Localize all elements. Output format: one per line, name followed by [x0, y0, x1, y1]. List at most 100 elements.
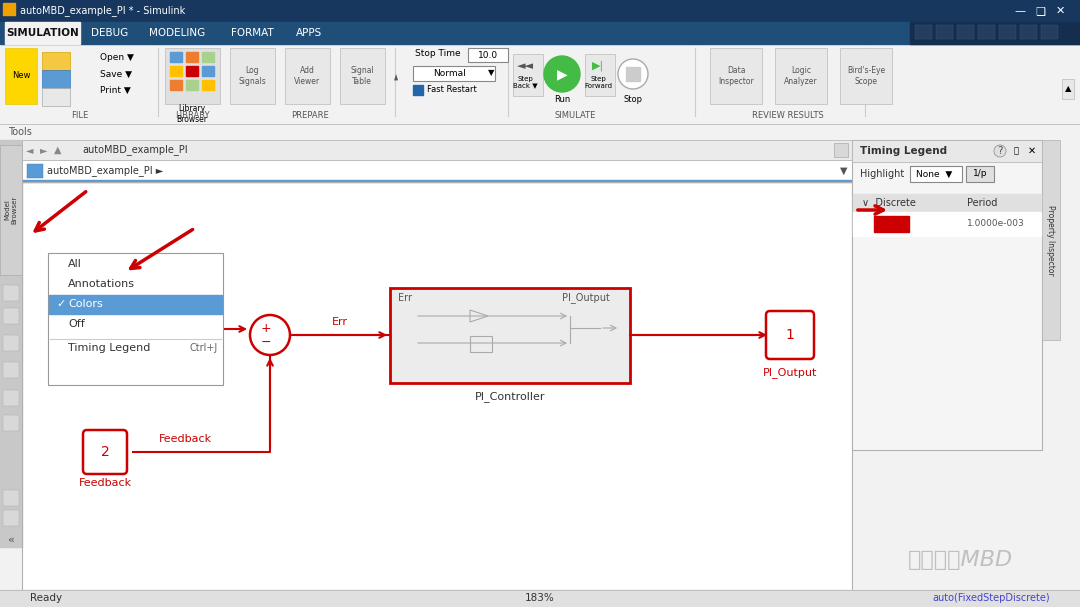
Bar: [3, 3, 15, 15]
Text: 1/p: 1/p: [973, 169, 987, 178]
Text: 1: 1: [785, 328, 795, 342]
Text: ?: ?: [997, 146, 1002, 156]
Text: ▼: ▼: [488, 69, 495, 78]
Text: Fast Restart: Fast Restart: [427, 86, 476, 95]
Bar: [1042, 140, 1059, 340]
Bar: [48, 253, 222, 385]
Text: APPS: APPS: [296, 28, 322, 38]
Bar: [0, 22, 1080, 44]
Bar: [910, 166, 962, 182]
Text: Feedback: Feedback: [79, 478, 132, 488]
Bar: [22, 182, 852, 590]
Bar: [5, 22, 80, 44]
Bar: [202, 52, 214, 62]
Bar: [340, 48, 384, 104]
Text: 1.0000e-003: 1.0000e-003: [967, 220, 1025, 228]
Bar: [852, 140, 1042, 162]
Bar: [5, 48, 37, 104]
Bar: [0, 590, 1080, 607]
Text: Print ▼: Print ▼: [100, 86, 131, 95]
Text: Run: Run: [554, 95, 570, 104]
Text: Colors: Colors: [68, 299, 103, 309]
Bar: [3, 510, 19, 526]
Bar: [852, 140, 1042, 450]
Bar: [22, 140, 852, 160]
Text: ReqCtrl: ReqCtrl: [109, 342, 150, 352]
Text: ❑: ❑: [1035, 6, 1045, 16]
Text: —: —: [1014, 6, 1026, 16]
Text: ◄: ◄: [392, 73, 401, 80]
Text: Annotations: Annotations: [68, 279, 135, 289]
Text: FILE: FILE: [71, 111, 89, 120]
Bar: [834, 143, 848, 157]
Bar: [22, 182, 852, 590]
Bar: [775, 48, 827, 104]
Bar: [1020, 25, 1037, 39]
Text: ▲: ▲: [54, 145, 62, 155]
Bar: [170, 80, 183, 90]
Text: ✕: ✕: [1028, 146, 1036, 156]
Text: 183%: 183%: [525, 593, 555, 603]
Bar: [936, 25, 953, 39]
Bar: [853, 212, 1041, 236]
Text: Property Inspector: Property Inspector: [1047, 205, 1055, 276]
Bar: [874, 216, 909, 232]
Text: PREPARE: PREPARE: [292, 111, 329, 120]
Bar: [49, 295, 222, 314]
Text: ✓: ✓: [56, 299, 66, 309]
Circle shape: [618, 59, 648, 89]
Text: PI_Output: PI_Output: [762, 367, 818, 378]
Text: LIBRARY: LIBRARY: [175, 111, 210, 120]
Text: «: «: [8, 535, 14, 545]
Bar: [1062, 79, 1074, 99]
Bar: [1041, 25, 1058, 39]
Text: ▲: ▲: [1065, 84, 1071, 93]
Text: PI_Output: PI_Output: [562, 293, 610, 304]
Bar: [840, 48, 892, 104]
Text: Ctrl+J: Ctrl+J: [190, 343, 218, 353]
Text: autoMBD_example_PI * - Simulink: autoMBD_example_PI * - Simulink: [21, 5, 186, 16]
Bar: [27, 164, 43, 178]
Text: MODELING: MODELING: [149, 28, 205, 38]
Bar: [978, 25, 995, 39]
Bar: [3, 415, 19, 431]
Bar: [3, 335, 19, 351]
Bar: [0, 140, 22, 547]
Text: Open ▼: Open ▼: [100, 53, 134, 63]
Text: Signal
Table: Signal Table: [350, 66, 374, 86]
Text: SIMULATE: SIMULATE: [554, 111, 596, 120]
Bar: [170, 52, 183, 62]
Bar: [202, 66, 214, 76]
Text: Stop: Stop: [623, 95, 643, 104]
Text: Feedback: Feedback: [159, 434, 212, 444]
Text: Add
Viewer: Add Viewer: [294, 66, 320, 86]
Text: autoMBD_example_PI ►: autoMBD_example_PI ►: [48, 166, 163, 177]
Text: Normal: Normal: [434, 69, 467, 78]
Bar: [0, 145, 22, 275]
Bar: [853, 194, 1041, 212]
Bar: [710, 48, 762, 104]
Bar: [0, 44, 1080, 124]
Text: DEBUG: DEBUG: [92, 28, 129, 38]
Text: Step
Forward: Step Forward: [584, 75, 612, 89]
Text: Library
Browser: Library Browser: [176, 104, 207, 124]
Bar: [22, 160, 852, 182]
Text: Data
Inspector: Data Inspector: [718, 66, 754, 86]
Bar: [468, 48, 508, 62]
Bar: [626, 67, 640, 81]
Text: Tools: Tools: [8, 127, 32, 137]
Bar: [3, 490, 19, 506]
Text: Log
Signals: Log Signals: [238, 66, 266, 86]
Bar: [966, 166, 994, 182]
Text: New: New: [12, 72, 30, 81]
Bar: [413, 85, 423, 95]
Text: Bird's-Eye
Scope: Bird's-Eye Scope: [847, 66, 886, 86]
Bar: [22, 180, 852, 182]
FancyBboxPatch shape: [83, 430, 127, 474]
Bar: [957, 25, 974, 39]
Bar: [3, 362, 19, 378]
Text: All: All: [68, 259, 82, 269]
Bar: [0, 0, 1080, 22]
Bar: [915, 25, 932, 39]
Text: PI_Controller: PI_Controller: [475, 392, 545, 402]
